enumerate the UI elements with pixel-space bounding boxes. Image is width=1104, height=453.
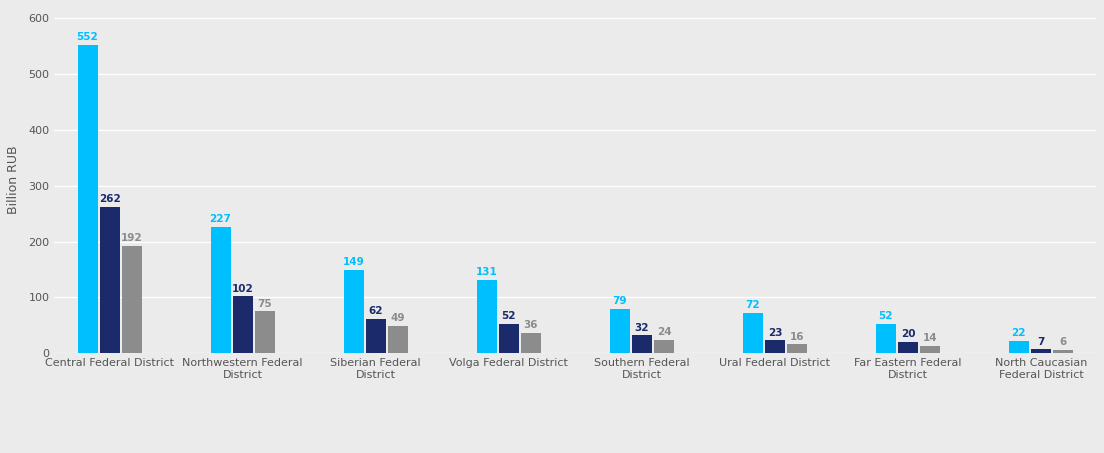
Bar bbox=[388, 326, 407, 353]
Text: 24: 24 bbox=[657, 327, 671, 337]
Text: 52: 52 bbox=[879, 312, 893, 322]
Bar bbox=[920, 346, 941, 353]
Text: 262: 262 bbox=[99, 194, 120, 204]
Bar bbox=[77, 45, 97, 353]
Text: 75: 75 bbox=[257, 299, 273, 308]
Y-axis label: Billion RUB: Billion RUB bbox=[7, 146, 20, 214]
Text: 32: 32 bbox=[635, 323, 649, 333]
Bar bbox=[654, 340, 673, 353]
Text: 227: 227 bbox=[210, 214, 232, 224]
Bar bbox=[255, 311, 275, 353]
Text: 6: 6 bbox=[1060, 337, 1066, 347]
Text: 16: 16 bbox=[789, 332, 805, 342]
Text: 52: 52 bbox=[501, 312, 516, 322]
Bar bbox=[1009, 341, 1029, 353]
Bar bbox=[99, 207, 119, 353]
Text: 36: 36 bbox=[523, 320, 539, 330]
Bar bbox=[121, 246, 141, 353]
Bar bbox=[787, 344, 807, 353]
Bar bbox=[898, 342, 917, 353]
Text: 62: 62 bbox=[369, 306, 383, 316]
Text: 20: 20 bbox=[901, 329, 915, 339]
Bar bbox=[631, 336, 651, 353]
Text: 49: 49 bbox=[391, 313, 405, 323]
Bar bbox=[521, 333, 541, 353]
Bar bbox=[1053, 350, 1073, 353]
Text: 102: 102 bbox=[232, 284, 254, 294]
Bar bbox=[609, 309, 629, 353]
Text: 131: 131 bbox=[476, 267, 498, 277]
Text: 14: 14 bbox=[923, 333, 937, 343]
Bar bbox=[365, 319, 385, 353]
Text: 7: 7 bbox=[1038, 337, 1044, 347]
Text: 72: 72 bbox=[745, 300, 760, 310]
Text: 22: 22 bbox=[1011, 328, 1026, 338]
Text: 192: 192 bbox=[121, 233, 142, 243]
Text: 552: 552 bbox=[76, 32, 98, 42]
Bar bbox=[211, 226, 231, 353]
Text: 79: 79 bbox=[613, 296, 627, 306]
Bar bbox=[743, 313, 763, 353]
Text: 23: 23 bbox=[767, 328, 782, 337]
Bar bbox=[499, 324, 519, 353]
Bar bbox=[477, 280, 497, 353]
Bar bbox=[233, 296, 253, 353]
Text: 149: 149 bbox=[342, 257, 364, 267]
Bar bbox=[343, 270, 363, 353]
Bar bbox=[1031, 349, 1051, 353]
Bar bbox=[765, 341, 785, 353]
Bar bbox=[875, 324, 895, 353]
